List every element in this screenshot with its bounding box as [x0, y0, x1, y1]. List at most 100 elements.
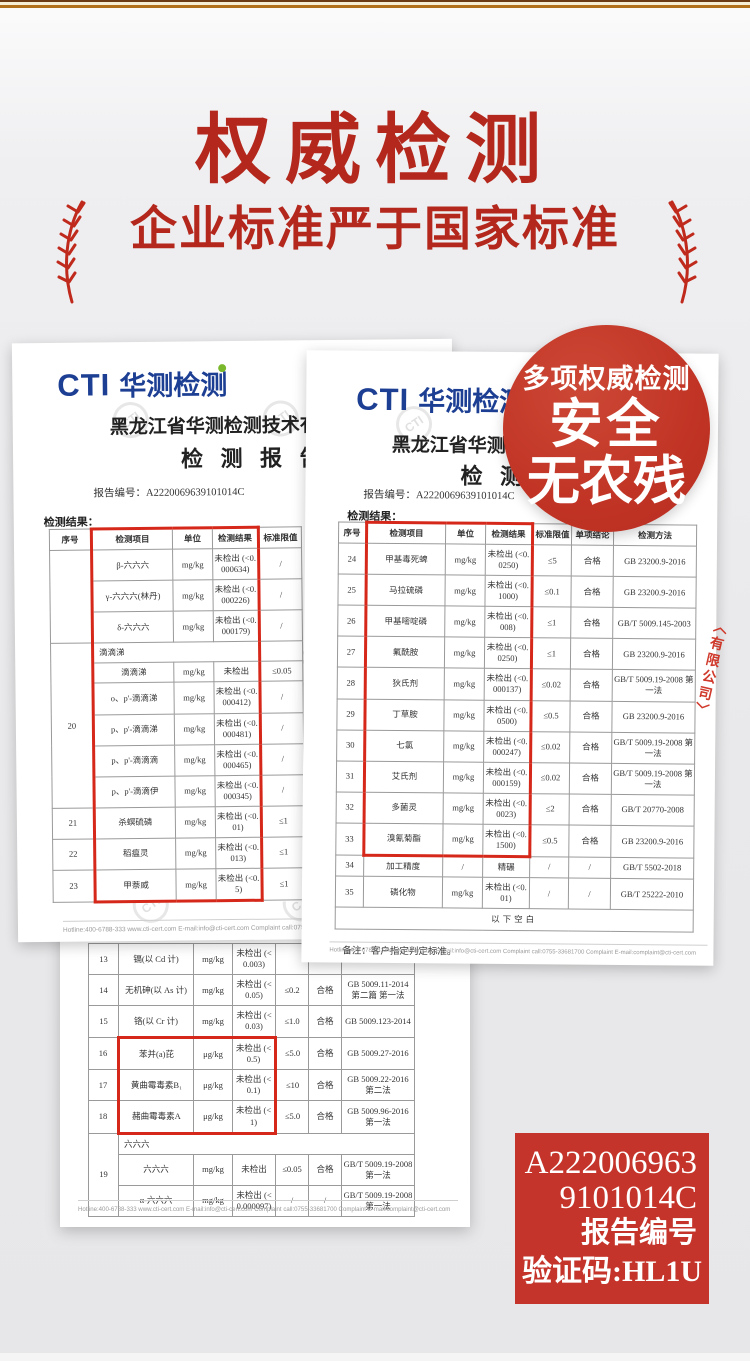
table-cell: 未检出 (<0.01) — [482, 877, 530, 909]
table-cell: / — [568, 857, 611, 879]
table-cell: 24 — [338, 543, 367, 575]
table-cell: ≤0.02 — [530, 762, 570, 794]
table-cell: 21 — [52, 807, 95, 840]
table-cell: mg/kg — [443, 792, 484, 825]
table-cell: 合格 — [571, 545, 614, 577]
table-row: 21 杀螟硫磷 mg/kg 未检出 (<0.01) ≤1 — [52, 805, 305, 840]
table-cell: 艾氏剂 — [364, 760, 444, 793]
table-cell: GB/T 5009.19-2008 第一法 — [612, 669, 696, 702]
table-cell: mg/kg — [172, 548, 213, 581]
table-cell: 合格 — [308, 1037, 342, 1071]
table-cell: 25 — [337, 574, 367, 606]
table-cell: 检测项目 — [366, 522, 446, 544]
table-cell: 检测结果 — [212, 527, 259, 549]
table-cell: 合格 — [308, 1005, 342, 1039]
table-cell: 狄氏剂 — [365, 667, 445, 700]
report-code-label: 报告编号 — [580, 1217, 697, 1250]
table-row: 18 赭曲霉毒素A μg/kg 未检出 (<1) ≤5.0 合格 GB 5009.96-20… — [88, 1100, 415, 1135]
table-cell: GB 5009.27-2016 — [341, 1037, 415, 1071]
table-cell: ≤1 — [531, 638, 571, 670]
table-cell: 合格 — [308, 974, 342, 1007]
table-cell: ≤1 — [261, 836, 305, 869]
table-cell: 合格 — [569, 700, 613, 733]
table-cell: 未检出 (<0.05) — [232, 974, 276, 1007]
table-cell: 未检出 (<0.03) — [232, 1005, 276, 1039]
table-cell: 甲基嘧啶磷 — [365, 605, 445, 638]
table-cell: 未检出 (<0.003) — [232, 942, 276, 976]
cti-logo-cn: 华测检测 — [119, 369, 228, 401]
page-subtitle: 企业标准严于国家标准 — [130, 204, 620, 256]
badge-line-3: 无农残 — [527, 452, 686, 512]
table-cell: 未检出 (<0.0023) — [483, 793, 531, 825]
table-cell: ≤1 — [261, 867, 306, 901]
table-cell: μg/kg — [193, 1100, 233, 1135]
table-row: 28 狄氏剂 mg/kg 未检出 (<0.000137) ≤0.02 合格 GB/T 500… — [337, 667, 696, 702]
table-cell: μg/kg — [193, 1036, 233, 1071]
table-cell: / — [260, 743, 304, 775]
table-cell: / — [259, 681, 304, 713]
table-cell: 单位 — [172, 527, 213, 550]
table-cell: 未检出 (<0.000159) — [483, 761, 531, 794]
badge-line-1: 多项权威检测 — [522, 364, 691, 394]
table-cell: 精碾 — [482, 856, 530, 878]
table-cell: GB/T 25222-2010 — [610, 878, 694, 911]
table-cell: mg/kg — [443, 730, 484, 762]
safety-badge: 多项权威检测 安全 无农残 — [503, 325, 710, 532]
table-cell: 甲基毒死蜱 — [366, 543, 446, 576]
table-cell: ≤1.0 — [275, 1005, 309, 1039]
table-cell: 标准限值 — [258, 526, 302, 549]
table-cell: 合格 — [308, 1153, 342, 1186]
table-cell: 检测项目 — [91, 528, 173, 551]
table-cell: 30 — [336, 729, 365, 761]
table-cell: 22 — [52, 838, 95, 871]
cti-logo-text: CTI — [356, 381, 410, 418]
table-cell: / — [260, 712, 304, 744]
table-cell: 未检出 (<0.0500) — [483, 699, 532, 732]
table-row: 19 六六六 — [88, 1132, 415, 1217]
report-code-line-2: 9101014C — [559, 1179, 697, 1216]
table-cell: 合格 — [569, 762, 612, 795]
table-row: 25 马拉硫磷 mg/kg 未检出 (<0.1000) ≤0.1 合格 GB 23200.9… — [337, 574, 697, 609]
table-cell: ≤0.5 — [530, 700, 571, 732]
table-cell: 滴滴涕 — [92, 662, 174, 684]
table-cell: GB/T 5009.19-2008 第一法 — [611, 732, 695, 764]
table-cell — [259, 641, 303, 662]
table-cell: mg/kg — [193, 1005, 233, 1039]
table-cell: 无机砷(以 As 计) — [118, 974, 194, 1007]
table-row: 31 艾氏剂 mg/kg 未检出 (<0.000159) ≤0.02 合格 GB/T 500… — [336, 760, 695, 795]
table-cell: mg/kg — [443, 761, 484, 794]
table-cell: 未检出 (<0.1500) — [482, 824, 531, 857]
table-cell: / — [529, 877, 569, 910]
table-cell: 未检出 (<0.000247) — [483, 730, 531, 763]
top-gold-stripe — [0, 0, 750, 8]
table-cell: 未检出 (<0.5) — [215, 868, 263, 901]
table-cell: GB 23200.9-2016 — [611, 700, 696, 733]
table-cell: mg/kg — [445, 543, 486, 576]
table-cell: 未检出 (<0.013) — [215, 837, 262, 869]
table-cell: ≤5.0 — [275, 1037, 309, 1071]
table-cell: mg/kg — [175, 837, 216, 870]
table-cell: 氟酰胺 — [365, 636, 445, 669]
table-cell: 未检出 (<0.000465) — [214, 743, 261, 776]
table-row: 24 甲基毒死蜱 mg/kg 未检出 (<0.0250) ≤5 合格 GB 23200.9-… — [338, 543, 697, 578]
table-cell: mg/kg — [174, 744, 215, 776]
table-cell: ≤1 — [261, 805, 305, 838]
table-cell: 合格 — [570, 638, 613, 670]
table-cell: / — [529, 856, 569, 879]
table-cell: 以下空白 — [335, 907, 694, 933]
table-cell: ≤0.05 — [275, 1153, 309, 1186]
report-number: 报告编号：A2220069639101014C — [363, 489, 515, 503]
table-row: 以下空白 — [335, 907, 694, 933]
table-row: 29 丁草胺 mg/kg 未检出 (<0.0500) ≤0.5 合格 GB 23200.9-… — [336, 698, 696, 733]
table-cell: GB/T 5502-2018 — [610, 857, 694, 880]
table-cell: mg/kg — [173, 682, 215, 714]
table-cell: ≤0.02 — [531, 669, 571, 701]
table-cell: 合格 — [308, 1069, 342, 1102]
table-cell: 15 — [88, 1005, 119, 1039]
wheat-right-icon — [668, 200, 698, 304]
table-cell: 未检出 (<0.000481) — [214, 712, 261, 745]
table-cell: ≤5 — [532, 544, 572, 577]
table-cell: 镉(以 Cd 计) — [118, 942, 194, 976]
table-cell: 14 — [88, 974, 119, 1007]
